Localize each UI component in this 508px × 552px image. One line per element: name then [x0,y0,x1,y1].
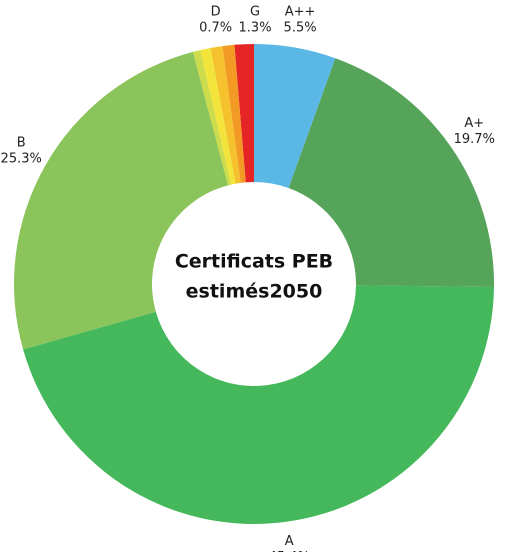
slice [13,51,229,350]
slice-value-label: 5.5% [284,20,317,35]
slice-label: A+ [464,116,484,131]
slice [200,47,236,185]
slice-value-label: 25.3% [1,152,42,167]
slice-label: G [250,5,260,20]
slice-label: A++ [285,4,316,19]
slice [288,58,494,288]
chart-title: estimés2050 [186,281,323,303]
slice [254,44,336,189]
slice-value-label: 19.7% [454,132,495,147]
chart-title: Certificats PEB [175,251,333,273]
slice-label: A [285,534,294,549]
slice [222,44,246,183]
slice [234,44,254,183]
slice-label: B [17,136,26,151]
slice-value-label: 0.7% [199,21,232,36]
slice-label: D [211,5,221,20]
slice [210,46,241,184]
slice-value-label: 1.3% [239,21,272,36]
slice-value-label: 45.4% [269,550,310,552]
slice [23,285,494,525]
slice [192,50,232,186]
